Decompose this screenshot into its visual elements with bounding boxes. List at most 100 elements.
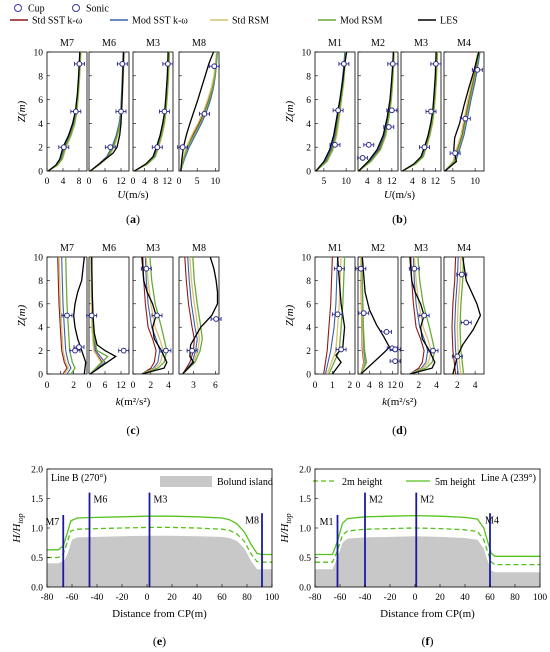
subplot-frame [443,51,485,172]
observation-point [359,155,366,161]
x-tick-label: 0 [356,381,361,391]
x-tick-label: 6 [103,381,108,391]
y-axis-label: Z(m) [284,100,296,122]
legend-label-3: Std SST k-ω [32,16,83,27]
y-tick-label: 8 [306,277,311,287]
series-line-mod-sst [409,257,429,374]
y-tick-label: 0.5 [299,554,311,564]
series-line-les [47,52,81,171]
y-tick-label: 2 [38,347,43,357]
observation-point [428,108,434,115]
x-tick-label: 12 [431,177,441,187]
subplot-frame [357,256,399,375]
series-group [141,257,168,374]
x-tick-label: 5 [195,177,200,187]
y-tick-label: 0.5 [31,554,43,564]
y-tick-label: 2.0 [299,466,311,476]
x-tick-label: 100 [265,593,280,603]
observation-point [388,107,395,114]
observation-point [72,347,78,354]
subplot-m8: M8 3 6 [178,243,222,391]
x-tick-label: 12 [116,381,126,391]
subplot-frame [314,51,356,172]
observation-point [430,347,436,354]
x-tick-label: 4 [367,381,372,391]
observation-point [357,265,364,272]
legend-label-2: Sonic [86,4,109,15]
series-line-std-sst [323,257,333,374]
observation-point [385,124,392,130]
subplot-m4: M4 2 4 [443,243,485,391]
y-axis-label: H/Htop [11,513,25,543]
x-tick-label: 4 [434,381,439,391]
mast-label: M2 [420,495,434,506]
observation-point [119,61,126,67]
x-axis-label: U(m/s) [384,189,416,201]
observation-point [60,144,67,151]
x-tick-label: 4 [365,177,370,187]
series-line-std-rsm [360,257,365,374]
legend-label-2m: 2m height [342,477,382,488]
series-line-les [402,52,437,171]
x-tick-label: 2 [416,381,421,391]
observation-point [154,312,160,319]
legend-label-1: Cup [28,4,45,15]
series-group [134,52,171,171]
observation-point [88,312,95,319]
subplot-title: M4 [457,38,471,49]
observation-point [389,61,396,67]
observation-point [164,61,171,67]
x-tick-label: 8 [378,381,383,391]
subplot-title: M1 [328,38,342,49]
series-line-mod-rsm [409,257,436,374]
x-tick-label: 0 [145,593,150,603]
series-line-les [182,257,219,374]
series-group [358,52,395,171]
observation-point [452,150,459,157]
legend-item-7: LES [418,16,458,27]
x-tick-label: -40 [359,593,372,603]
subplot-title: M6 [102,38,116,49]
y-axis-label: Z(m) [284,304,296,326]
y-tick-label: 2.0 [31,466,43,476]
subplot-frame [178,256,220,375]
island-area [47,535,272,587]
x-tick-label: 5 [322,177,327,187]
plot-area [47,492,272,587]
subplot-m6: M6 0 6 12 [87,38,130,187]
subplot-frame [400,256,442,375]
subplot-frame [400,51,442,172]
x-tick-label: 8 [377,177,382,187]
y-tick-label: 2 [306,347,311,357]
x-axis-label: U(m/s) [117,189,149,201]
series-line-mod-rsm [315,52,347,171]
subplot-title: M3 [146,243,160,254]
x-tick-label: 20 [167,593,177,603]
x-tick-label: 12 [388,381,398,391]
series-line-mod-rsm [402,52,438,171]
legend-marker-2 [72,4,80,12]
y-tick-label: 0 [306,371,311,381]
series-line-les [360,257,391,374]
series-line-mod-rsm [180,52,218,171]
observation-point [211,63,218,70]
legend-swatch-island [160,476,212,487]
subplot-frame [132,51,174,172]
x-tick-label: 12 [116,177,126,187]
panel-c: Z(m) 0 2 4 6 8 10 M7 0 2 M6 0 6 12 M3 0 2 4 M8 3 6 k(m²/s²) (c… [16,243,222,437]
y-tick-label: 6 [306,96,311,106]
observation-point [189,347,195,354]
observation-point [335,107,342,114]
y-tick-label: 1.0 [299,525,311,535]
x-tick-label: 4 [61,177,66,187]
x-tick-label: 4 [473,381,478,391]
observation-point [143,265,150,272]
observation-point [474,66,481,73]
x-tick-label: 60 [217,593,227,603]
mast-label: M6 [94,495,108,506]
series-line-std-rsm [409,257,432,374]
legend-item-3: Std SST k-ω [10,16,83,27]
